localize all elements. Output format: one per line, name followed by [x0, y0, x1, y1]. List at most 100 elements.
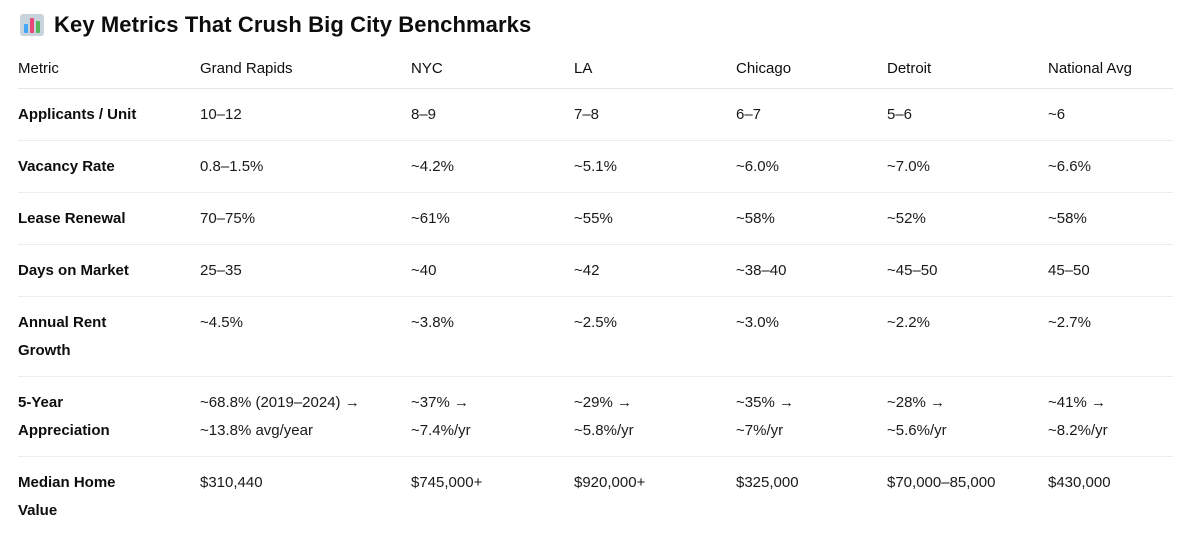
cell-line: Value	[18, 501, 58, 519]
cell-line: ~5.6%/yr	[887, 421, 947, 439]
value-cell-grand-rapids: 70–75%	[200, 192, 411, 245]
value-cell-detroit: ~45–50	[887, 244, 1048, 297]
table-row: Vacancy Rate 0.8–1.5% ~4.2% ~5.1% ~6.0% ~7.0%…	[18, 140, 1173, 193]
cell-line: ~37% →	[411, 393, 469, 411]
value-cell-chicago: ~38–40	[736, 244, 887, 297]
cell-line: ~28% →	[887, 393, 945, 411]
cell-line: ~13.8% avg/year	[200, 421, 313, 439]
cell-line: 70–75%	[200, 209, 256, 227]
column-header-detroit: Detroit	[887, 50, 1048, 89]
metric-name: Lease Renewal	[18, 192, 200, 245]
cell-line: $310,440	[200, 473, 263, 491]
value-cell-chicago: $325,000	[736, 456, 887, 536]
cell-line: 10–12	[200, 105, 242, 123]
table-header: Metric Grand Rapids NYC LA Chicago Detroit Nat…	[18, 50, 1173, 89]
value-cell-chicago: ~3.0%	[736, 296, 887, 377]
cell-line: ~3.0%	[736, 313, 779, 331]
metrics-table: Metric Grand Rapids NYC LA Chicago Detroit Nat…	[18, 50, 1173, 536]
metric-name: Median Home Value	[18, 456, 200, 536]
cell-line: $920,000+	[574, 473, 646, 491]
cell-line: 8–9	[411, 105, 437, 123]
value-cell-detroit: ~52%	[887, 192, 1048, 245]
cell-line: Applicants / Unit	[18, 105, 137, 123]
value-cell-detroit: ~28% → ~5.6%/yr	[887, 376, 1048, 457]
value-cell-detroit: 5–6	[887, 88, 1048, 141]
value-cell-la: ~55%	[574, 192, 736, 245]
metric-name: Annual Rent Growth	[18, 296, 200, 377]
table-row: 5-Year Appreciation ~68.8% (2019–2024) → ~1…	[18, 376, 1173, 457]
cell-line: ~45–50	[887, 261, 938, 279]
metric-name: 5-Year Appreciation	[18, 376, 200, 457]
value-cell-grand-rapids: 10–12	[200, 88, 411, 141]
value-cell-grand-rapids: ~4.5%	[200, 296, 411, 377]
value-cell-la: 7–8	[574, 88, 736, 141]
table-row: Annual Rent Growth ~4.5% ~3.8% ~2.5% ~3.0% ~2.…	[18, 296, 1173, 377]
value-cell-national-avg: ~41% → ~8.2%/yr	[1048, 376, 1173, 457]
cell-line: ~55%	[574, 209, 613, 227]
table-row: Median Home Value $310,440 $745,000+ $920,00…	[18, 456, 1173, 536]
cell-line: $430,000	[1048, 473, 1111, 491]
value-cell-national-avg: ~6.6%	[1048, 140, 1173, 193]
value-cell-la: ~5.1%	[574, 140, 736, 193]
column-header-grand-rapids: Grand Rapids	[200, 50, 411, 89]
value-cell-chicago: ~35% → ~7%/yr	[736, 376, 887, 457]
cell-line: Median Home	[18, 473, 116, 491]
value-cell-nyc: 8–9	[411, 88, 574, 141]
cell-line: ~7.4%/yr	[411, 421, 471, 439]
value-cell-national-avg: ~2.7%	[1048, 296, 1173, 377]
bar-chart-icon	[20, 14, 44, 36]
value-cell-la: ~2.5%	[574, 296, 736, 377]
column-header-chicago: Chicago	[736, 50, 887, 89]
cell-line: ~5.1%	[574, 157, 617, 175]
value-cell-la: ~42	[574, 244, 736, 297]
cell-line: ~7.0%	[887, 157, 930, 175]
cell-line: 7–8	[574, 105, 600, 123]
page-header: Key Metrics That Crush Big City Benchmar…	[20, 8, 531, 42]
value-cell-la: $920,000+	[574, 456, 736, 536]
cell-line: ~4.2%	[411, 157, 454, 175]
value-cell-grand-rapids: 0.8–1.5%	[200, 140, 411, 193]
value-cell-national-avg: ~6	[1048, 88, 1173, 141]
page-title: Key Metrics That Crush Big City Benchmar…	[54, 12, 532, 37]
cell-line: 5-Year	[18, 393, 64, 411]
table-row: Applicants / Unit 10–12 8–9 7–8 6–7 5–6 ~6	[18, 88, 1173, 141]
cell-line: ~5.8%/yr	[574, 421, 634, 439]
value-cell-grand-rapids: $310,440	[200, 456, 411, 536]
cell-line: ~58%	[736, 209, 775, 227]
cell-line: ~7%/yr	[736, 421, 784, 439]
cell-line: Annual Rent	[18, 313, 107, 331]
value-cell-grand-rapids: ~68.8% (2019–2024) → ~13.8% avg/year	[200, 376, 411, 457]
cell-line: ~42	[574, 261, 600, 279]
table-header-row: Metric Grand Rapids NYC LA Chicago Detroit Nat…	[18, 50, 1173, 89]
cell-line: 25–35	[200, 261, 242, 279]
cell-line: ~4.5%	[200, 313, 243, 331]
cell-line: ~41% →	[1048, 393, 1106, 411]
cell-line: $70,000–85,000	[887, 473, 996, 491]
value-cell-detroit: $70,000–85,000	[887, 456, 1048, 536]
cell-line: ~2.5%	[574, 313, 617, 331]
value-cell-nyc: ~40	[411, 244, 574, 297]
cell-line: Vacancy Rate	[18, 157, 115, 175]
cell-line: ~6.0%	[736, 157, 779, 175]
cell-line: ~2.2%	[887, 313, 930, 331]
cell-line: ~6	[1048, 105, 1066, 123]
value-cell-national-avg: ~58%	[1048, 192, 1173, 245]
cell-line: 45–50	[1048, 261, 1090, 279]
cell-line: ~52%	[887, 209, 926, 227]
value-cell-detroit: ~7.0%	[887, 140, 1048, 193]
cell-line: ~68.8% (2019–2024) →	[200, 393, 360, 411]
cell-line: 0.8–1.5%	[200, 157, 264, 175]
cell-line: ~40	[411, 261, 437, 279]
cell-line: ~38–40	[736, 261, 787, 279]
cell-line: ~8.2%/yr	[1048, 421, 1108, 439]
cell-line: $745,000+	[411, 473, 483, 491]
value-cell-detroit: ~2.2%	[887, 296, 1048, 377]
column-header-national-avg: National Avg	[1048, 50, 1173, 89]
cell-line: Days on Market	[18, 261, 129, 279]
table-body: Applicants / Unit 10–12 8–9 7–8 6–7 5–6 ~6 Vaca…	[18, 88, 1173, 536]
cell-line: ~58%	[1048, 209, 1087, 227]
value-cell-nyc: $745,000+	[411, 456, 574, 536]
value-cell-nyc: ~4.2%	[411, 140, 574, 193]
cell-line: ~35% →	[736, 393, 794, 411]
value-cell-grand-rapids: 25–35	[200, 244, 411, 297]
